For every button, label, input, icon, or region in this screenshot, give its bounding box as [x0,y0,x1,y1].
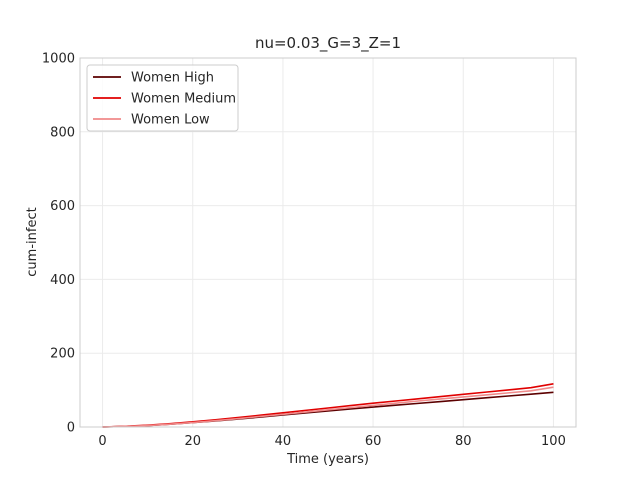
y-tick-label: 1000 [42,52,75,67]
legend-entry: Women Low [131,113,210,128]
legend-entry: Women Medium [131,92,236,107]
chart-title: nu=0.03_G=3_Z=1 [255,34,401,53]
x-axis-label: Time (years) [286,452,369,467]
x-tick-label: 60 [365,434,382,449]
series-line-2 [102,386,554,428]
y-tick-labels: 0 200 400 600 800 1000 [42,52,75,436]
x-tick-labels: 0 20 40 60 80 100 [98,434,565,449]
x-tick-label: 0 [98,434,106,449]
legend: Women High Women Medium Women Low [86,64,239,132]
x-tick-label: 80 [455,434,472,449]
y-tick-label: 200 [50,347,75,362]
legend-box [86,64,239,132]
x-tick-label: 40 [275,434,292,449]
legend-entry: Women High [131,71,214,86]
x-tick-label: 20 [184,434,201,449]
x-tick-label: 100 [541,434,566,449]
plot-frame [79,57,577,428]
series-group [102,383,554,428]
y-tick-label: 800 [50,125,75,140]
y-tick-label: 600 [50,199,75,214]
y-tick-label: 0 [67,421,75,436]
y-axis-label: cum-infect [25,207,40,276]
series-line-1 [102,383,554,428]
y-tick-label: 400 [50,273,75,288]
